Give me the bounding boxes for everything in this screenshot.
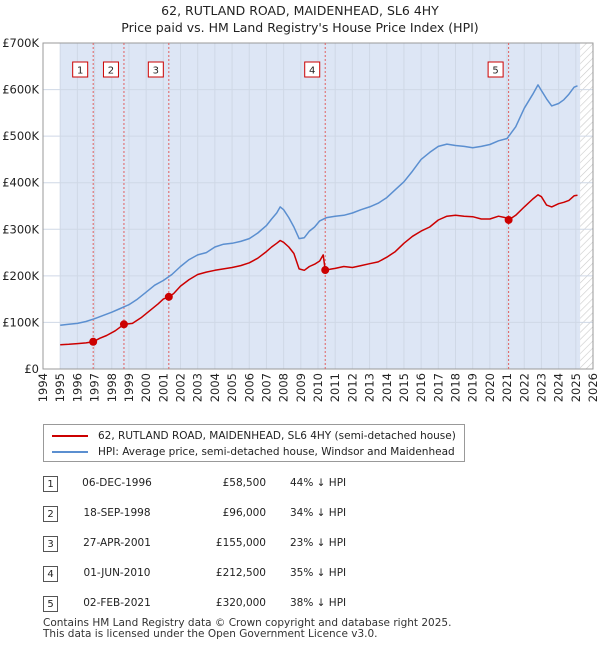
y-tick-label: £600K	[2, 83, 39, 97]
sale-date: 01-JUN-2010	[83, 567, 151, 579]
legend-item-property: 62, RUTLAND ROAD, MAIDENHEAD, SL6 4HY (s…	[52, 428, 456, 444]
x-tick-label: 1998	[105, 373, 119, 402]
sale-price: £155,000	[215, 537, 266, 549]
table-row: 1 06-DEC-1996 £58,500 44% ↓ HPI	[0, 470, 600, 500]
sale-point	[119, 320, 128, 329]
sale-price: £58,500	[222, 477, 266, 489]
data-range-shade	[60, 43, 581, 369]
sale-number-label: 5	[492, 66, 498, 77]
y-tick-label: £100K	[2, 315, 39, 329]
x-tick-label: 2004	[208, 373, 222, 402]
chart-title-line1: 62, RUTLAND ROAD, MAIDENHEAD, SL6 4HY	[161, 3, 439, 18]
y-tick-label: £500K	[2, 129, 39, 143]
sale-number-label: 1	[77, 66, 83, 77]
x-tick-label: 2013	[363, 373, 377, 402]
sale-number-badge: 5	[43, 596, 58, 612]
sale-number-box	[487, 61, 504, 78]
x-tick-label: 2025	[569, 373, 583, 402]
x-tick-label: 2007	[259, 373, 273, 402]
sale-number-badge: 3	[43, 536, 58, 552]
sale-number-badge: 1	[43, 476, 58, 492]
x-tick-label: 1997	[88, 373, 102, 402]
legend-item-hpi: HPI: Average price, semi-detached house,…	[52, 444, 455, 460]
sale-point	[89, 337, 98, 346]
x-tick-label: 2011	[328, 373, 342, 402]
sale-date: 18-SEP-1998	[83, 507, 151, 519]
sale-number-box	[147, 61, 164, 78]
legend-label-property: 62, RUTLAND ROAD, MAIDENHEAD, SL6 4HY (s…	[98, 430, 456, 442]
x-tick-label: 2005	[225, 373, 239, 402]
x-tick-label: 2001	[156, 373, 170, 402]
x-tick-label: 2018	[449, 373, 463, 402]
x-tick-label: 2022	[517, 373, 531, 402]
x-tick-label: 2002	[174, 373, 188, 402]
sale-date: 02-FEB-2021	[83, 597, 151, 609]
table-row: 2 18-SEP-1998 £96,000 34% ↓ HPI	[0, 500, 600, 530]
x-tick-label: 2021	[500, 373, 514, 402]
y-tick-label: £700K	[2, 36, 39, 50]
chart-title: 62, RUTLAND ROAD, MAIDENHEAD, SL6 4HY Pr…	[0, 2, 600, 36]
sale-price: £320,000	[215, 597, 266, 609]
price-chart: £0 £100K £200K £300K £400K £500K £600K £700K 199…	[2, 36, 600, 402]
y-tick-label: £300K	[2, 222, 39, 236]
y-tick-label: £0	[24, 362, 39, 376]
chart-title-line2: Price paid vs. HM Land Registry's House …	[121, 20, 479, 35]
x-tick-label: 1994	[36, 373, 50, 402]
x-tick-label: 2009	[294, 373, 308, 402]
sale-point	[164, 292, 173, 301]
footer-licence: This data is licensed under the Open Gov…	[43, 628, 378, 640]
legend-swatch-hpi	[52, 451, 88, 453]
sale-number-badge: 4	[43, 566, 58, 582]
x-tick-label: 2006	[242, 373, 256, 402]
plot-frame	[42, 42, 594, 370]
sale-hpi-diff: 44% ↓ HPI	[290, 477, 347, 489]
sale-hpi-diff: 23% ↓ HPI	[290, 537, 347, 549]
sale-number-label: 2	[108, 66, 114, 77]
x-tick-label: 2019	[466, 373, 480, 402]
sale-number-box	[72, 61, 89, 78]
footer-copyright: Contains HM Land Registry data © Crown c…	[43, 617, 452, 629]
sale-hpi-diff: 34% ↓ HPI	[290, 507, 347, 519]
legend: 62, RUTLAND ROAD, MAIDENHEAD, SL6 4HY (s…	[43, 424, 465, 462]
sale-date: 06-DEC-1996	[82, 477, 152, 489]
x-tick-label: 2014	[380, 373, 394, 402]
sale-point	[321, 266, 330, 275]
x-tick-label: 2000	[139, 373, 153, 402]
y-tick-label: £200K	[2, 269, 39, 283]
x-tick-label: 2026	[586, 373, 600, 402]
sale-point	[504, 215, 513, 224]
hpi-series-line	[60, 84, 578, 326]
future-hatch	[580, 43, 593, 369]
table-row: 5 02-FEB-2021 £320,000 38% ↓ HPI	[0, 590, 600, 620]
sale-number-label: 4	[309, 66, 315, 77]
x-tick-label: 1999	[122, 373, 136, 402]
x-tick-label: 2010	[311, 373, 325, 402]
sale-number-label: 3	[153, 66, 159, 77]
y-tick-label: £400K	[2, 176, 39, 190]
legend-swatch-property	[52, 435, 88, 437]
x-tick-label: 2012	[345, 373, 359, 402]
sale-date: 27-APR-2001	[83, 537, 151, 549]
legend-label-hpi: HPI: Average price, semi-detached house,…	[98, 446, 455, 458]
sale-price: £96,000	[222, 507, 266, 519]
x-tick-label: 2008	[277, 373, 291, 402]
x-tick-label: 2024	[552, 373, 566, 402]
sale-number-box	[304, 61, 321, 78]
x-tick-label: 2015	[397, 373, 411, 402]
x-tick-label: 2003	[191, 373, 205, 402]
table-row: 3 27-APR-2001 £155,000 23% ↓ HPI	[0, 530, 600, 560]
x-tick-label: 2023	[534, 373, 548, 402]
footer: Contains HM Land Registry data © Crown c…	[43, 618, 451, 640]
x-tick-label: 2020	[483, 373, 497, 402]
table-row: 4 01-JUN-2010 £212,500 35% ↓ HPI	[0, 560, 600, 590]
x-tick-label: 2016	[414, 373, 428, 402]
sale-price: £212,500	[215, 567, 266, 579]
sale-number-badge: 2	[43, 506, 58, 522]
sale-hpi-diff: 38% ↓ HPI	[290, 597, 347, 609]
sale-number-box	[102, 61, 119, 78]
x-tick-label: 2017	[431, 373, 445, 402]
sale-hpi-diff: 35% ↓ HPI	[290, 567, 347, 579]
x-tick-label: 1995	[53, 373, 67, 402]
x-tick-label: 1996	[70, 373, 84, 402]
